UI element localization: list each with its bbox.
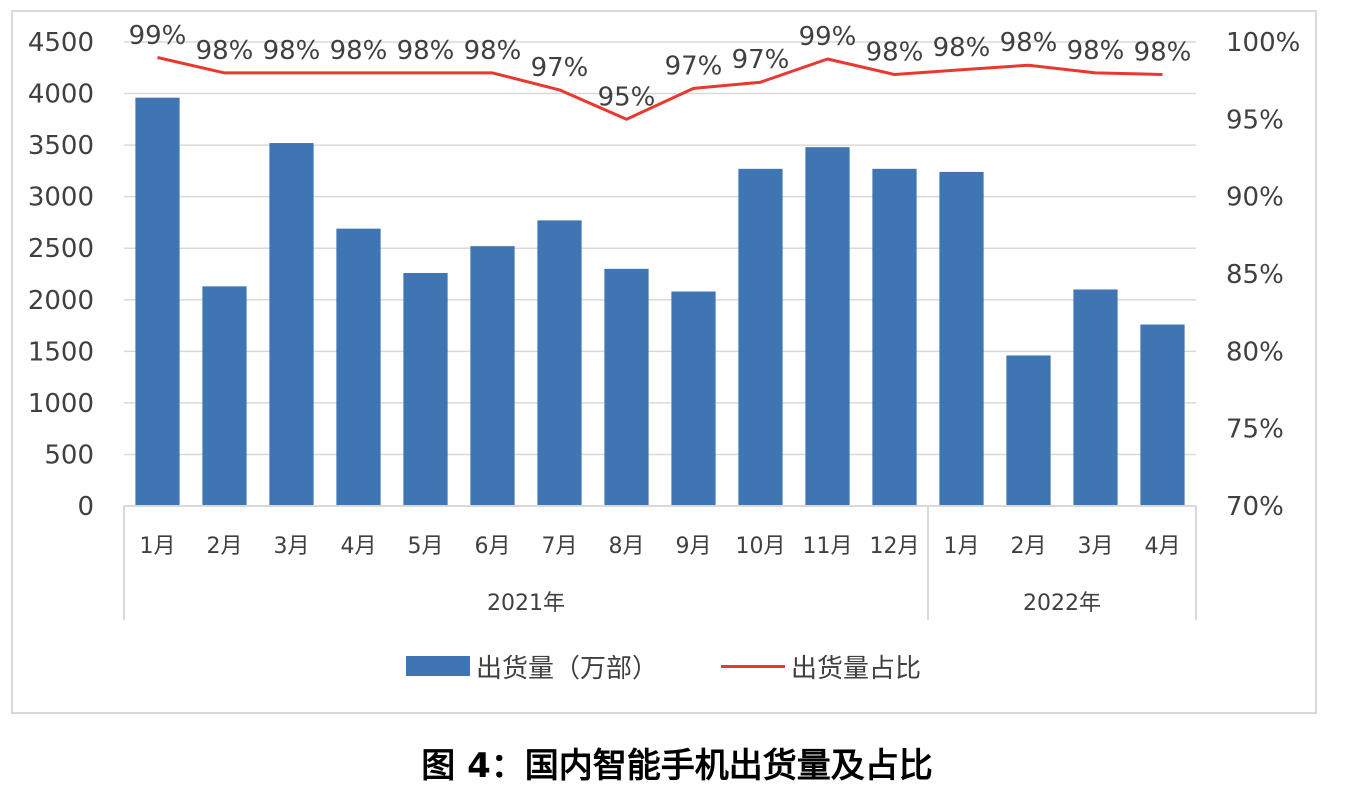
y-left-tick-label: 500 bbox=[44, 440, 94, 470]
bar bbox=[403, 272, 448, 506]
share-data-label: 98% bbox=[397, 36, 455, 66]
y-right-tick-label: 100% bbox=[1226, 28, 1300, 58]
x-tick-label: 5月 bbox=[408, 534, 444, 559]
x-tick-label: 6月 bbox=[475, 534, 511, 559]
share-data-label: 95% bbox=[598, 82, 656, 112]
y-left-tick-label: 1000 bbox=[28, 389, 94, 419]
x-tick-label: 8月 bbox=[609, 534, 645, 559]
bar bbox=[872, 168, 917, 506]
y-left-tick-label: 1500 bbox=[28, 337, 94, 367]
legend-bar: 出货量（万部） bbox=[406, 648, 658, 684]
y-left-tick-label: 4500 bbox=[28, 28, 94, 58]
combo-chart: 0 500 1000 1500 2000 2500 3000 3500 4000 4500 70% 7… bbox=[28, 21, 1300, 620]
bar bbox=[537, 220, 582, 507]
share-data-label: 97% bbox=[665, 51, 723, 81]
share-data-label: 98% bbox=[196, 36, 254, 66]
bar bbox=[805, 147, 850, 506]
share-data-label: 97% bbox=[732, 45, 790, 75]
figure-caption: 图 4：国内智能手机出货量及占比 bbox=[421, 746, 933, 786]
y-left-tick-label: 3500 bbox=[28, 131, 94, 161]
share-data-label: 99% bbox=[799, 22, 857, 52]
share-data-label: 97% bbox=[531, 53, 589, 83]
y-right-tick-label: 70% bbox=[1226, 492, 1284, 522]
x-tick-label: 3月 bbox=[1078, 534, 1114, 559]
bar bbox=[470, 246, 515, 506]
y-left-tick-label: 2000 bbox=[28, 286, 94, 316]
y-right-tick-label: 90% bbox=[1226, 183, 1284, 213]
bar bbox=[671, 291, 716, 506]
bar bbox=[1006, 355, 1051, 506]
share-data-label: 98% bbox=[1134, 37, 1192, 67]
legend-line: 出货量占比 bbox=[721, 648, 921, 684]
y-left-tick-label: 2500 bbox=[28, 234, 94, 264]
bar bbox=[738, 168, 783, 506]
share-line bbox=[157, 56, 1163, 121]
bar bbox=[269, 143, 314, 506]
y-left-tick-label: 0 bbox=[77, 492, 94, 522]
x-group-label: 2021年 bbox=[487, 591, 565, 616]
share-data-label: 98% bbox=[866, 37, 924, 67]
x-group-label: 2022年 bbox=[1023, 591, 1101, 616]
bar bbox=[135, 97, 180, 507]
x-tick-label: 9月 bbox=[676, 534, 712, 559]
x-tick-label: 1月 bbox=[944, 534, 980, 559]
x-tick-label: 2月 bbox=[207, 534, 243, 559]
share-data-label: 98% bbox=[330, 36, 388, 66]
legend-bar-swatch bbox=[406, 656, 470, 676]
bar bbox=[939, 171, 984, 507]
y-right-tick-label: 95% bbox=[1226, 105, 1284, 135]
x-tick-label: 7月 bbox=[542, 534, 578, 559]
share-data-label: 98% bbox=[1000, 28, 1058, 58]
x-tick-label: 10月 bbox=[736, 534, 786, 559]
x-tick-label: 3月 bbox=[274, 534, 310, 559]
share-data-label: 98% bbox=[263, 36, 321, 66]
x-tick-label: 2月 bbox=[1011, 534, 1047, 559]
share-data-label: 99% bbox=[129, 21, 187, 51]
y-left-tick-label: 3000 bbox=[28, 183, 94, 213]
y-right-tick-label: 80% bbox=[1226, 337, 1284, 367]
x-tick-label: 12月 bbox=[870, 534, 920, 559]
legend-line-swatch bbox=[721, 664, 785, 668]
bar bbox=[1073, 289, 1118, 506]
bar bbox=[604, 268, 649, 506]
bar bbox=[336, 228, 381, 506]
x-tick-label: 11月 bbox=[803, 534, 853, 559]
legend-bar-label: 出货量（万部） bbox=[476, 653, 659, 684]
y-left-tick-label: 4000 bbox=[28, 80, 94, 110]
bar bbox=[202, 286, 247, 506]
share-data-label: 98% bbox=[933, 33, 991, 63]
legend-line-label: 出货量占比 bbox=[791, 653, 922, 684]
y-right-tick-label: 85% bbox=[1226, 260, 1284, 290]
x-tick-label: 4月 bbox=[341, 534, 377, 559]
y-right-tick-label: 75% bbox=[1226, 415, 1284, 445]
share-data-label: 98% bbox=[464, 36, 522, 66]
share-data-label: 98% bbox=[1067, 36, 1125, 66]
bar bbox=[1140, 324, 1185, 506]
x-tick-label: 4月 bbox=[1145, 534, 1181, 559]
x-tick-label: 1月 bbox=[140, 534, 176, 559]
